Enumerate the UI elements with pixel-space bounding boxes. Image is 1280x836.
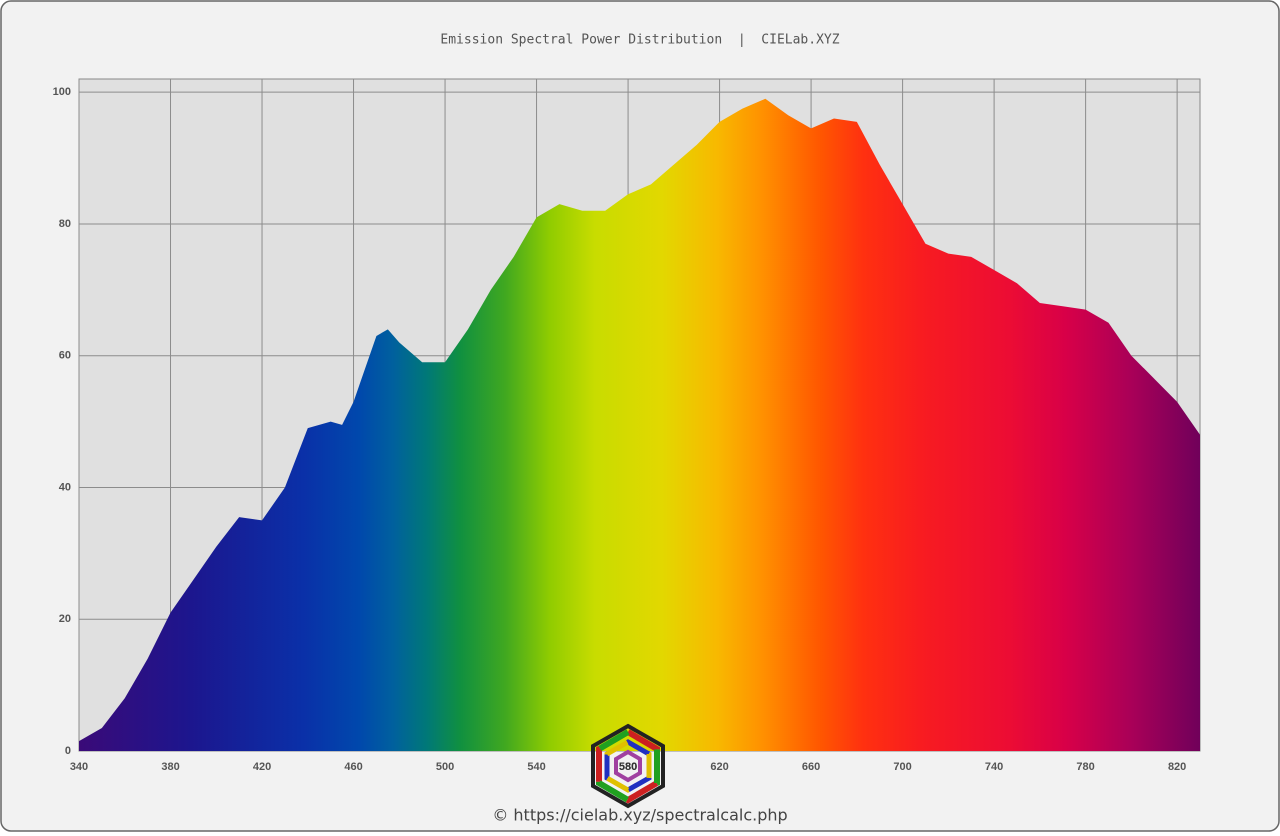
series bbox=[79, 98, 1200, 751]
logo: 580 bbox=[591, 723, 665, 809]
x-tick-label: 820 bbox=[1168, 761, 1186, 773]
x-tick-label: 660 bbox=[802, 761, 820, 773]
y-tick-label: 60 bbox=[59, 350, 71, 362]
y-tick-label: 100 bbox=[53, 86, 71, 98]
x-tick-label: 340 bbox=[70, 761, 88, 773]
footer: © https://cielab.xyz/spectralcalc.php bbox=[492, 806, 787, 825]
x-tick-label: 460 bbox=[344, 761, 362, 773]
y-tick-label: 40 bbox=[59, 481, 71, 493]
x-tick-label: 420 bbox=[253, 761, 271, 773]
y-tick-label: 20 bbox=[59, 613, 71, 625]
x-tick-label: 580 bbox=[619, 761, 637, 773]
x-tick-label: 700 bbox=[893, 761, 911, 773]
x-tick-label: 380 bbox=[161, 761, 179, 773]
x-tick-label: 740 bbox=[985, 761, 1003, 773]
chart-title: Emission Spectral Power Distribution | C… bbox=[440, 33, 839, 48]
y-tick-label: 80 bbox=[59, 218, 71, 230]
logo-label: 580 bbox=[619, 761, 637, 773]
y-tick-label: 0 bbox=[65, 745, 71, 757]
x-tick-label: 500 bbox=[436, 761, 454, 773]
x-tick-label: 620 bbox=[710, 761, 728, 773]
spectral-area bbox=[79, 98, 1200, 751]
x-tick-label: 780 bbox=[1076, 761, 1094, 773]
ticks: 340 380 420 460 500 540 580 620 660 700 740 780 820 0… bbox=[53, 86, 1187, 773]
x-tick-label: 540 bbox=[527, 761, 545, 773]
